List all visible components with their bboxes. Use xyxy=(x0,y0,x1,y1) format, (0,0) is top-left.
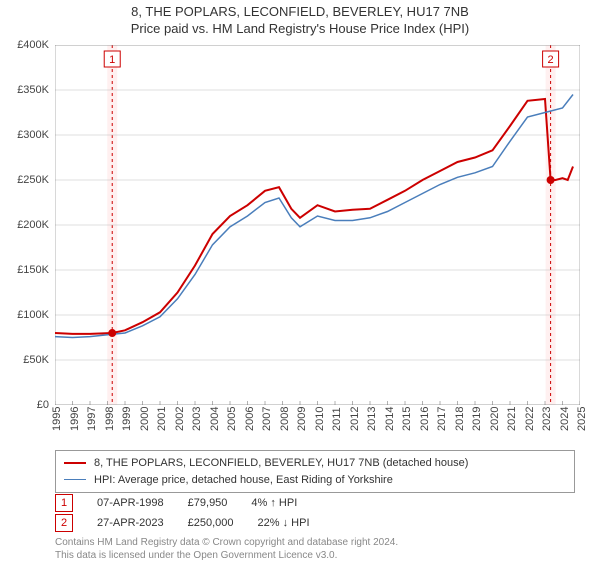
x-tick-label: 2009 xyxy=(296,407,308,431)
marker-price-1: £79,950 xyxy=(188,497,228,509)
svg-text:2: 2 xyxy=(548,54,554,66)
x-tick-label: 2010 xyxy=(314,407,326,431)
legend-swatch-property xyxy=(64,462,86,464)
x-tick-label: 2025 xyxy=(576,407,588,431)
y-axis-labels: £0£50K£100K£150K£200K£250K£300K£350K£400… xyxy=(0,45,55,405)
x-tick-label: 2014 xyxy=(384,407,396,431)
x-tick-label: 1996 xyxy=(69,407,81,431)
x-tick-label: 2019 xyxy=(471,407,483,431)
legend-row-hpi: HPI: Average price, detached house, East… xyxy=(64,472,566,489)
x-tick-label: 2007 xyxy=(261,407,273,431)
x-tick-label: 1999 xyxy=(121,407,133,431)
x-tick-label: 2024 xyxy=(559,407,571,431)
marker-badge-2: 2 xyxy=(55,514,73,532)
x-tick-label: 2022 xyxy=(524,407,536,431)
footer-line-2: This data is licensed under the Open Gov… xyxy=(55,549,575,562)
y-tick-label: £400K xyxy=(17,39,49,51)
legend-label-hpi: HPI: Average price, detached house, East… xyxy=(94,472,393,489)
x-tick-label: 2004 xyxy=(209,407,221,431)
x-tick-label: 1995 xyxy=(51,407,63,431)
title-address: 8, THE POPLARS, LECONFIELD, BEVERLEY, HU… xyxy=(0,4,600,19)
y-tick-label: £50K xyxy=(23,354,49,366)
legend: 8, THE POPLARS, LECONFIELD, BEVERLEY, HU… xyxy=(55,450,575,493)
x-tick-label: 2008 xyxy=(279,407,291,431)
x-tick-label: 2016 xyxy=(419,407,431,431)
x-tick-label: 2001 xyxy=(156,407,168,431)
y-tick-label: £0 xyxy=(37,399,49,411)
y-tick-label: £350K xyxy=(17,84,49,96)
x-tick-label: 2011 xyxy=(331,407,343,431)
x-tick-label: 2013 xyxy=(366,407,378,431)
y-tick-label: £200K xyxy=(17,219,49,231)
x-axis-labels: 1995199619971998199920002001200220032004… xyxy=(55,407,580,447)
footer: Contains HM Land Registry data © Crown c… xyxy=(55,536,575,562)
x-tick-label: 2017 xyxy=(436,407,448,431)
legend-swatch-hpi xyxy=(64,479,86,480)
legend-row-property: 8, THE POPLARS, LECONFIELD, BEVERLEY, HU… xyxy=(64,455,566,472)
marker-diff-1: 4% ↑ HPI xyxy=(251,497,297,509)
x-tick-label: 2003 xyxy=(191,407,203,431)
x-tick-label: 1997 xyxy=(86,407,98,431)
y-tick-label: £250K xyxy=(17,174,49,186)
x-tick-label: 2000 xyxy=(139,407,151,431)
title-subtitle: Price paid vs. HM Land Registry's House … xyxy=(0,21,600,36)
x-tick-label: 2018 xyxy=(454,407,466,431)
x-tick-label: 2006 xyxy=(244,407,256,431)
y-tick-label: £300K xyxy=(17,129,49,141)
x-tick-label: 2002 xyxy=(174,407,186,431)
y-tick-label: £150K xyxy=(17,264,49,276)
marker-date-1: 07-APR-1998 xyxy=(97,497,164,509)
x-tick-label: 2015 xyxy=(401,407,413,431)
chart-svg: 12 xyxy=(55,45,580,405)
marker-row-2: 2 27-APR-2023 £250,000 22% ↓ HPI xyxy=(55,514,575,532)
x-tick-label: 1998 xyxy=(104,407,116,431)
marker-date-2: 27-APR-2023 xyxy=(97,517,164,529)
x-tick-label: 2020 xyxy=(489,407,501,431)
y-tick-label: £100K xyxy=(17,309,49,321)
x-tick-label: 2023 xyxy=(541,407,553,431)
marker-row-1: 1 07-APR-1998 £79,950 4% ↑ HPI xyxy=(55,494,575,512)
chart-plot-area: 12 xyxy=(55,45,580,405)
x-tick-label: 2012 xyxy=(349,407,361,431)
marker-price-2: £250,000 xyxy=(188,517,234,529)
footer-line-1: Contains HM Land Registry data © Crown c… xyxy=(55,536,575,549)
svg-text:1: 1 xyxy=(109,54,115,66)
x-tick-label: 2021 xyxy=(506,407,518,431)
marker-badge-1: 1 xyxy=(55,494,73,512)
chart-title-block: 8, THE POPLARS, LECONFIELD, BEVERLEY, HU… xyxy=(0,0,600,36)
legend-label-property: 8, THE POPLARS, LECONFIELD, BEVERLEY, HU… xyxy=(94,455,468,472)
marker-diff-2: 22% ↓ HPI xyxy=(258,517,310,529)
x-tick-label: 2005 xyxy=(226,407,238,431)
